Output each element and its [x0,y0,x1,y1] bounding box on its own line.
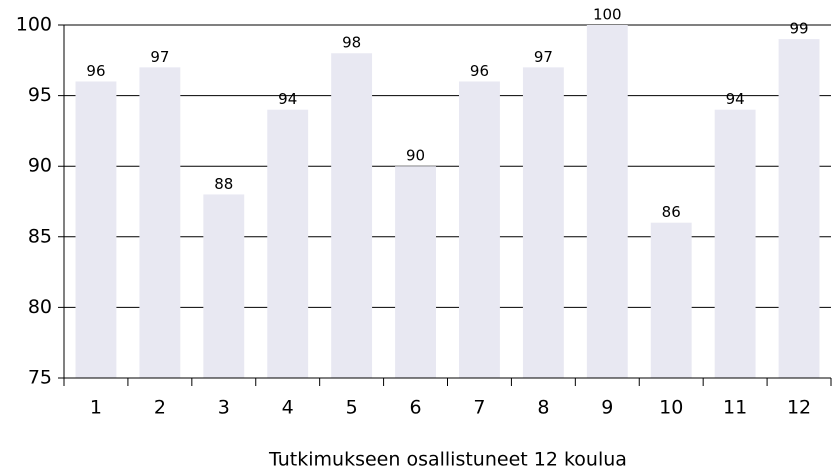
value-label: 96 [86,62,105,80]
x-tick-label: 2 [154,397,166,419]
bar [203,194,245,378]
x-tick-label: 12 [787,397,811,419]
y-tick-label: 90 [28,155,52,177]
bar [522,67,564,379]
value-label: 97 [150,48,169,66]
value-label: 94 [278,90,297,108]
y-tick-label: 80 [28,296,52,318]
bar [650,222,692,378]
y-tick-label: 85 [28,225,52,247]
value-label: 88 [214,175,233,193]
value-label: 90 [406,147,425,165]
value-label: 86 [662,203,681,221]
y-tick-label: 95 [28,84,52,106]
x-tick-label: 6 [409,397,421,419]
x-axis-title: Tutkimukseen osallistuneet 12 koulua [268,449,627,471]
x-tick-label: 1 [90,397,102,419]
bar [267,109,309,378]
bar [778,39,820,379]
value-label: 96 [470,62,489,80]
value-label: 99 [789,20,808,38]
value-label: 98 [342,34,361,52]
x-tick-label: 7 [473,397,485,419]
bar [75,81,117,378]
x-tick-label: 3 [218,397,230,419]
x-tick-label: 4 [282,397,294,419]
bar [331,53,373,379]
bar [714,109,756,378]
x-tick-label: 8 [537,397,549,419]
bar [586,25,628,378]
value-label: 100 [593,6,622,24]
x-tick-label: 11 [723,397,747,419]
bar [459,81,500,378]
value-label: 94 [726,90,745,108]
bar [139,67,181,379]
y-tick-label: 75 [28,367,52,389]
x-tick-label: 9 [601,397,613,419]
value-label: 97 [534,48,553,66]
x-tick-label: 10 [659,397,683,419]
y-tick-label: 100 [16,14,52,36]
x-tick-label: 5 [346,397,358,419]
bar [395,166,436,378]
